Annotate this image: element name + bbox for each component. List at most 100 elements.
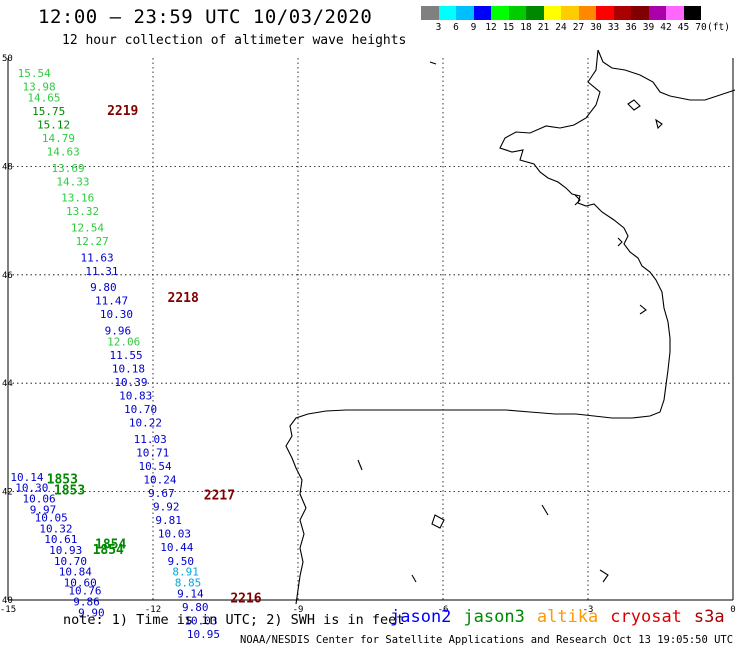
swh-value-label: 10.84 <box>59 566 92 579</box>
swh-value-label: 10.39 <box>114 376 147 389</box>
page-title: 12:00 – 23:59 UTC 10/03/2020 <box>38 6 373 28</box>
pass-time-label: 1854 <box>95 538 126 553</box>
colorbar-label: 42 <box>660 22 672 33</box>
swh-value-label: 15.75 <box>32 105 65 118</box>
swh-value-label: 13.32 <box>66 205 99 218</box>
colorbar-label: 21 <box>537 22 550 33</box>
lat-tick-label: 40 <box>2 596 13 606</box>
satellite-legend: jason2 jason3 altika cryosat s3a <box>390 607 737 627</box>
pass-time-label: 1853 <box>54 483 85 498</box>
lat-tick-label: 46 <box>2 271 13 281</box>
colorbar-label: 39 <box>642 22 655 33</box>
swh-value-label: 13.16 <box>61 192 94 205</box>
colorbar-swatch <box>596 6 614 20</box>
coastline-island-11 <box>429 61 437 65</box>
colorbar-label: 33 <box>607 22 620 33</box>
wave-height-colorbar <box>421 6 701 20</box>
swh-value-label: 10.93 <box>49 544 82 557</box>
colorbar-label: (ft) <box>707 22 730 33</box>
lat-tick-label: 48 <box>2 162 13 172</box>
swh-value-label: 14.63 <box>47 146 80 159</box>
swh-value-label: 8.85 <box>175 576 202 589</box>
swh-value-label: 9.14 <box>177 587 204 600</box>
coastline-island-3 <box>574 194 581 206</box>
colorbar-labels: 3 6 9 12 15 18 21 24 27 30 33 36 39 42 45 70 (ft) <box>421 22 740 34</box>
swh-value-label: 10.95 <box>187 628 220 641</box>
colorbar-swatch <box>491 6 509 20</box>
colorbar-swatch <box>631 6 649 20</box>
swh-value-label: 10.24 <box>143 473 176 486</box>
lon-tick-label: -6 <box>438 605 449 615</box>
legend-item-cryosat: cryosat <box>610 607 682 627</box>
legend-item-altika: altika <box>536 607 599 627</box>
coastline-island-4 <box>617 237 623 247</box>
swh-value-label: 8.91 <box>172 566 199 579</box>
colorbar-label: 9 <box>470 22 477 33</box>
credit-line: NOAA/NESDIS Center for Satellite Applica… <box>240 634 740 646</box>
swh-value-label: 9.92 <box>153 501 180 514</box>
coastline-island-10 <box>357 459 363 471</box>
swh-value-label: 13.69 <box>52 162 85 175</box>
swh-value-label: 10.54 <box>139 460 172 473</box>
colorbar-label: 24 <box>555 22 567 33</box>
swh-value-label: 10.60 <box>64 576 97 589</box>
swh-value-label: 9.86 <box>73 595 100 608</box>
swh-value-label: 10.70 <box>124 403 157 416</box>
colorbar-label: 36 <box>625 22 637 33</box>
swh-value-label: 12.06 <box>107 335 140 348</box>
colorbar-swatch <box>648 6 666 20</box>
swh-value-label: 10.61 <box>44 533 77 546</box>
swh-value-label: 10.71 <box>136 446 169 459</box>
swh-value-label: 9.81 <box>155 514 182 527</box>
lat-tick-label: 42 <box>2 488 13 498</box>
footer-note: note: 1) Time is in UTC; 2) SWH is in fe… <box>63 612 405 628</box>
swh-value-label: 9.90 <box>78 606 105 619</box>
swh-value-label: 12.54 <box>71 221 104 234</box>
colorbar-swatch <box>666 6 684 20</box>
colorbar-label: 18 <box>520 22 532 33</box>
pass-time-label: 1854 <box>93 543 124 558</box>
swh-value-label: 10.18 <box>112 362 145 375</box>
colorbar-label: 15 <box>502 22 515 33</box>
lat-tick-label: 44 <box>2 379 13 389</box>
colorbar-label: 30 <box>590 22 602 33</box>
swh-value-label: 9.80 <box>182 601 209 614</box>
coastline-island-7 <box>541 504 549 516</box>
swh-value-label: 9.50 <box>168 555 195 568</box>
swh-value-label: 10.03 <box>184 614 217 627</box>
map-grid <box>7 58 734 601</box>
coastline-island-5 <box>639 304 647 315</box>
swh-value-label: 10.83 <box>119 389 152 402</box>
lon-tick-label: -9 <box>293 605 304 615</box>
swh-value-label: 9.67 <box>148 487 175 500</box>
swh-value-label: 10.70 <box>54 555 87 568</box>
colorbar-swatch <box>578 6 596 20</box>
swh-value-label: 15.54 <box>18 67 51 80</box>
axis-tick-labels: -15 -12 -9 -6 -3 0 50 48 46 44 42 40 <box>0 54 736 615</box>
swh-value-label: 11.55 <box>110 349 143 362</box>
coastline-island-9 <box>411 574 417 583</box>
swh-value-label: 9.96 <box>105 324 131 337</box>
colorbar-label: 6 <box>453 22 459 33</box>
swh-value-label: 14.33 <box>56 175 89 188</box>
colorbar-swatch <box>683 6 701 20</box>
coastline-island-6 <box>431 514 445 529</box>
lat-tick-label: 50 <box>2 54 13 64</box>
lon-tick-label: -12 <box>145 605 161 615</box>
colorbar-swatch <box>543 6 561 20</box>
colorbar-label: 12 <box>485 22 497 33</box>
swh-value-label: 9.80 <box>90 281 117 294</box>
swh-value-label: 10.05 <box>35 511 68 524</box>
colorbar-swatch <box>421 6 439 20</box>
swh-value-label: 10.32 <box>39 522 72 535</box>
swh-value-label: 10.03 <box>158 528 191 541</box>
legend-item-jason2: jason2 <box>390 607 452 627</box>
coastline-brittany <box>285 49 736 605</box>
colorbar-swatch <box>561 6 579 20</box>
pass-time-label: 2217 <box>204 489 235 504</box>
swh-value-label: 10.30 <box>15 482 48 495</box>
swh-value-label: 11.31 <box>85 265 118 278</box>
page-subtitle: 12 hour collection of altimeter wave hei… <box>62 33 407 48</box>
